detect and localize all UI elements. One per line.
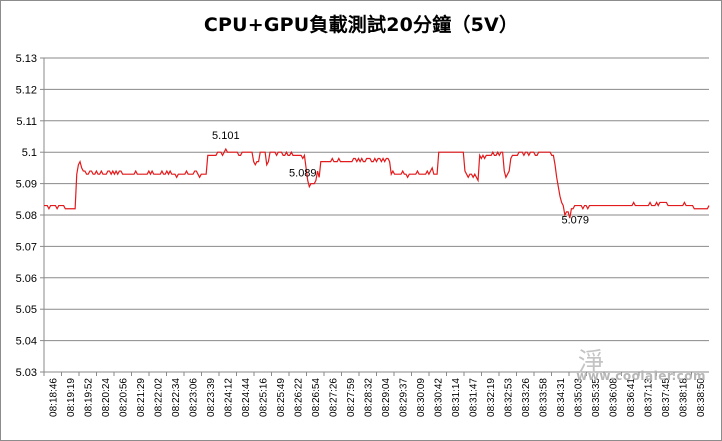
x-tick-label: 08:29:04 [381, 378, 392, 417]
y-tick-label: 5.03 [16, 367, 37, 379]
x-tick-label: 08:29:37 [398, 378, 409, 417]
x-tick-label: 08:38:18 [678, 378, 689, 417]
x-tick-label: 08:30:42 [433, 378, 444, 417]
x-tick-label: 08:20:56 [118, 378, 129, 417]
x-tick-label: 08:36:08 [608, 378, 619, 417]
data-label: 5.079 [561, 215, 589, 227]
x-tick-label: 08:23:06 [188, 378, 199, 417]
x-tick-label: 08:21:29 [136, 378, 147, 417]
x-tick-label: 08:25:49 [276, 378, 287, 417]
y-tick-label: 5.1 [22, 147, 37, 159]
x-tick-label: 08:24:44 [241, 378, 252, 417]
x-tick-label: 08:22:02 [153, 378, 164, 417]
y-tick-label: 5.08 [16, 210, 37, 222]
x-tick-label: 08:19:52 [83, 378, 94, 417]
x-tick-label: 08:31:47 [468, 378, 479, 417]
x-tick-label: 08:25:16 [258, 378, 269, 417]
y-tick-label: 5.11 [16, 116, 37, 128]
y-tick-label: 5.06 [16, 273, 37, 285]
x-tick-label: 08:24:12 [223, 378, 234, 417]
x-tick-label: 08:27:26 [328, 378, 339, 417]
x-tick-label: 08:35:03 [573, 378, 584, 417]
x-tick-label: 08:23:39 [206, 378, 217, 417]
data-labels: 5.101 5.089 5.079 [212, 130, 589, 227]
x-tick-label: 08:26:22 [293, 378, 304, 417]
x-tick-label: 08:28:32 [363, 378, 374, 417]
x-tick-label: 08:22:34 [171, 378, 182, 417]
x-tick-label: 08:33:26 [521, 378, 532, 417]
y-tick-label: 5.07 [16, 241, 37, 253]
x-tick-label: 08:37:45 [661, 378, 672, 417]
x-tick-label: 08:27:59 [346, 378, 357, 417]
data-label: 5.089 [289, 167, 317, 179]
x-tick-label: 08:32:53 [503, 378, 514, 417]
x-tick-label: 08:37:13 [643, 378, 654, 417]
series-line-5v [44, 147, 710, 219]
x-axis-ticks: 08:18:46 08:19:19 08:19:52 08:20:24 08:20:56… [43, 372, 707, 417]
x-tick-label: 08:26:54 [311, 378, 322, 417]
chart-title: CPU+GPU負載測試20分鐘（5V） [203, 14, 519, 36]
x-tick-label: 08:38:50 [696, 378, 707, 417]
y-tick-label: 5.05 [16, 304, 37, 316]
x-tick-label: 08:20:24 [101, 378, 112, 417]
x-tick-label: 08:33:58 [538, 378, 549, 417]
x-tick-label: 08:36:41 [626, 378, 637, 417]
x-tick-label: 08:30:09 [416, 378, 427, 417]
x-tick-label: 08:18:46 [48, 378, 59, 417]
watermark-text: www.coolaler.com [576, 369, 706, 383]
y-tick-label: 5.04 [16, 336, 37, 348]
grid-lines [44, 57, 709, 373]
x-tick-label: 08:34:31 [556, 378, 567, 417]
x-tick-label: 08:32:19 [486, 378, 497, 417]
x-tick-label: 08:35:35 [591, 378, 602, 417]
y-tick-label: 5.09 [16, 179, 37, 191]
x-tick-label: 08:31:14 [451, 378, 462, 417]
y-axis-ticks: 5.03 5.04 5.05 5.06 5.07 5.08 5.09 5.1 5.11 5.12 5… [16, 53, 44, 379]
watermark-logo: 淨 [577, 348, 604, 378]
y-tick-label: 5.12 [16, 84, 37, 96]
x-tick-label: 08:19:19 [66, 378, 77, 417]
y-tick-label: 5.13 [16, 53, 37, 65]
data-label: 5.101 [212, 130, 240, 142]
